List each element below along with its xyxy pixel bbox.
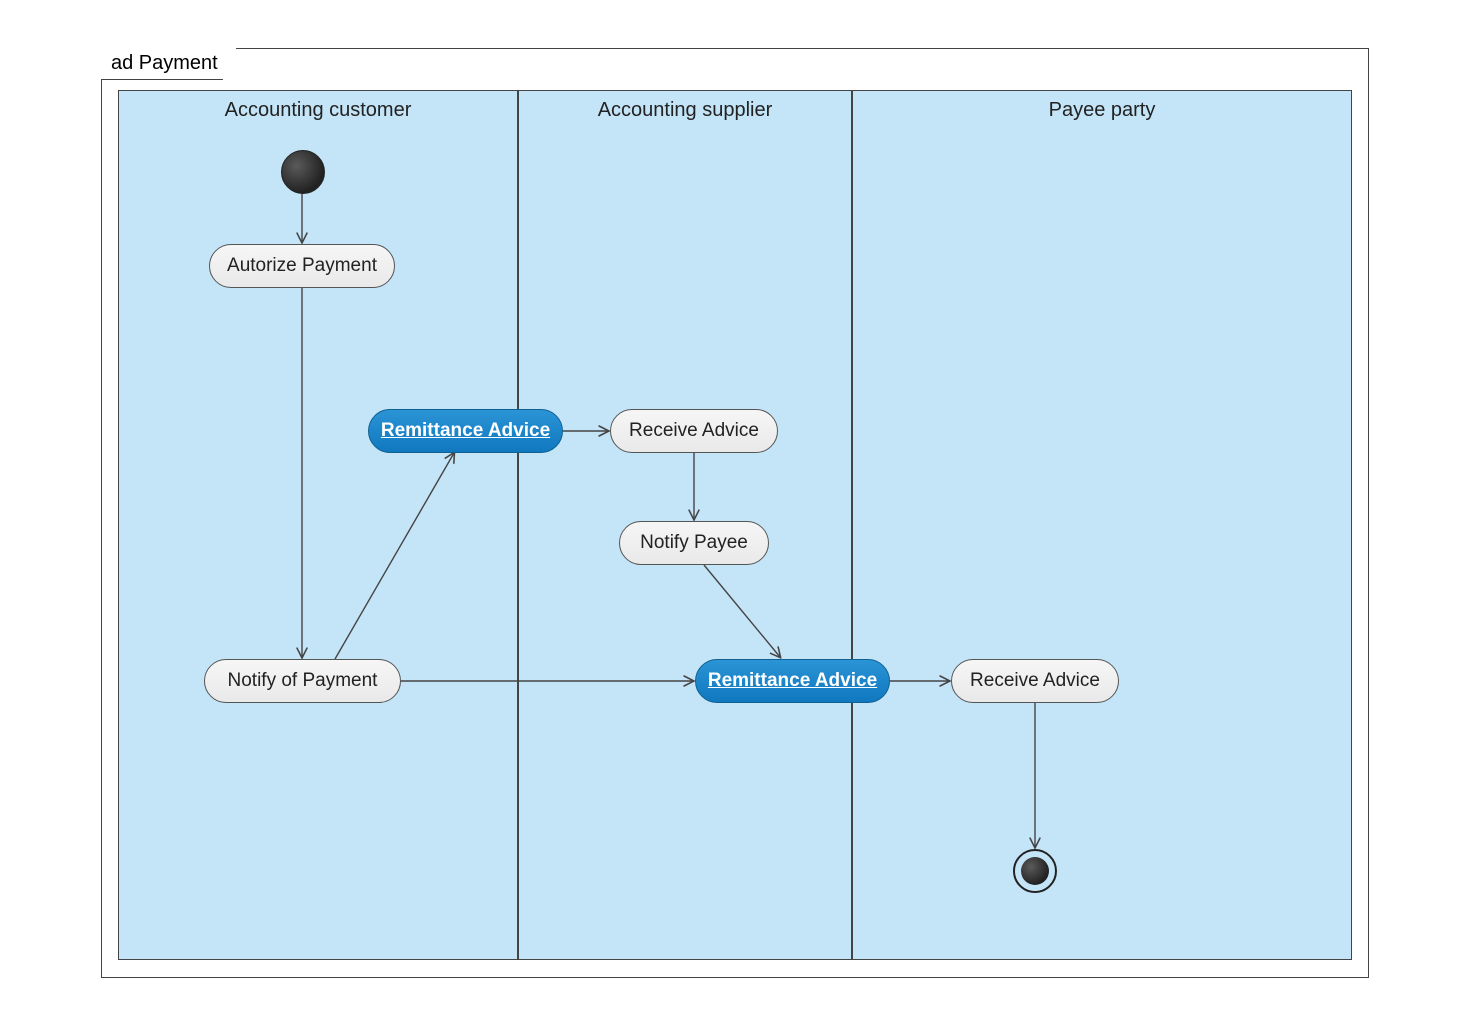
activity-node-label: Notify Payee xyxy=(640,532,748,554)
activity-node-auth: Autorize Payment xyxy=(209,244,395,288)
activity-node-recv2: Receive Advice xyxy=(951,659,1119,703)
swimlane-lane-payee: Payee party xyxy=(852,90,1352,960)
frame-title: ad Payment xyxy=(111,52,218,74)
activity-node-remit2: Remittance Advice xyxy=(695,659,890,703)
swimlane-title: Accounting customer xyxy=(119,99,517,122)
activity-node-label: Autorize Payment xyxy=(227,255,377,277)
activity-node-label: Remittance Advice xyxy=(381,420,550,442)
activity-node-label: Receive Advice xyxy=(629,420,759,442)
end-node xyxy=(1013,849,1057,893)
swimlane-lane-customer: Accounting customer xyxy=(118,90,518,960)
activity-node-label: Receive Advice xyxy=(970,670,1100,692)
activity-node-label: Remittance Advice xyxy=(708,670,877,692)
swimlane-title: Payee party xyxy=(853,99,1351,122)
frame-title-tab: ad Payment xyxy=(101,48,237,80)
start-node xyxy=(281,150,325,194)
swimlane-title: Accounting supplier xyxy=(519,99,851,122)
activity-node-notpayee: Notify Payee xyxy=(619,521,769,565)
end-node-inner xyxy=(1021,857,1049,885)
activity-node-recv1: Receive Advice xyxy=(610,409,778,453)
diagram-canvas: ad Payment Accounting customerAccounting… xyxy=(0,0,1462,1030)
activity-node-remit1: Remittance Advice xyxy=(368,409,563,453)
activity-node-notpay: Notify of Payment xyxy=(204,659,401,703)
activity-node-label: Notify of Payment xyxy=(228,670,378,692)
